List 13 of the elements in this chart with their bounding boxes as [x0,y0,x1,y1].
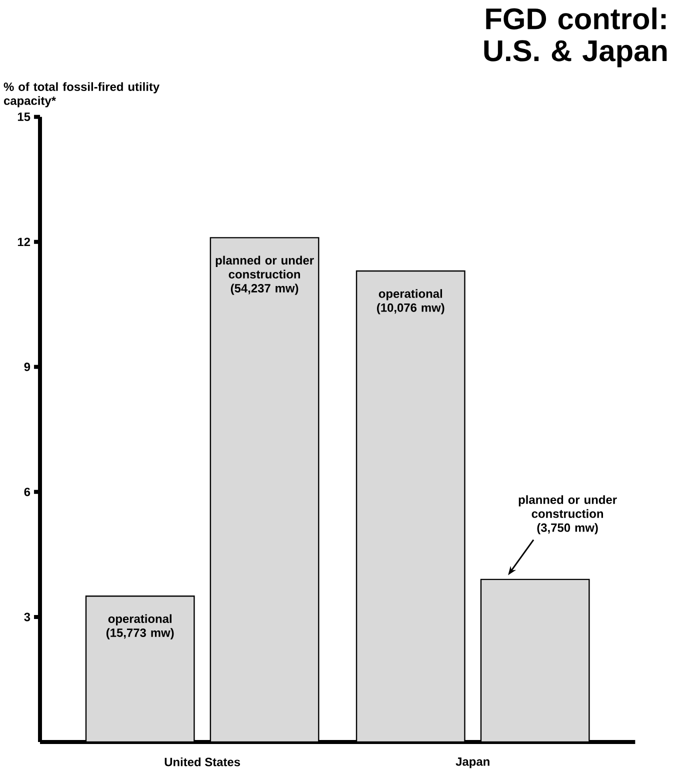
x-tick-label: Japan [456,757,490,768]
y-axis-title: % of total fossil-fired utility capacity* [4,82,160,108]
x-tick-label: United States [164,757,240,766]
annotation: operational (10,076 mw) [377,289,444,314]
annotation: planned or under construction (54,237 mw) [216,256,314,295]
annotation: planned or under construction (3,750 mw) [518,495,617,534]
y-tick-label: 12 [18,238,30,246]
y-tick-label: 6 [24,488,30,496]
y-tick-label: 3 [24,612,30,622]
annotation: operational (15,773 mw) [106,614,174,640]
y-tick-label: 9 [24,362,30,372]
chart-title: FGD control: U.S. & Japan [484,8,667,68]
y-tick-label: 15 [18,112,30,121]
